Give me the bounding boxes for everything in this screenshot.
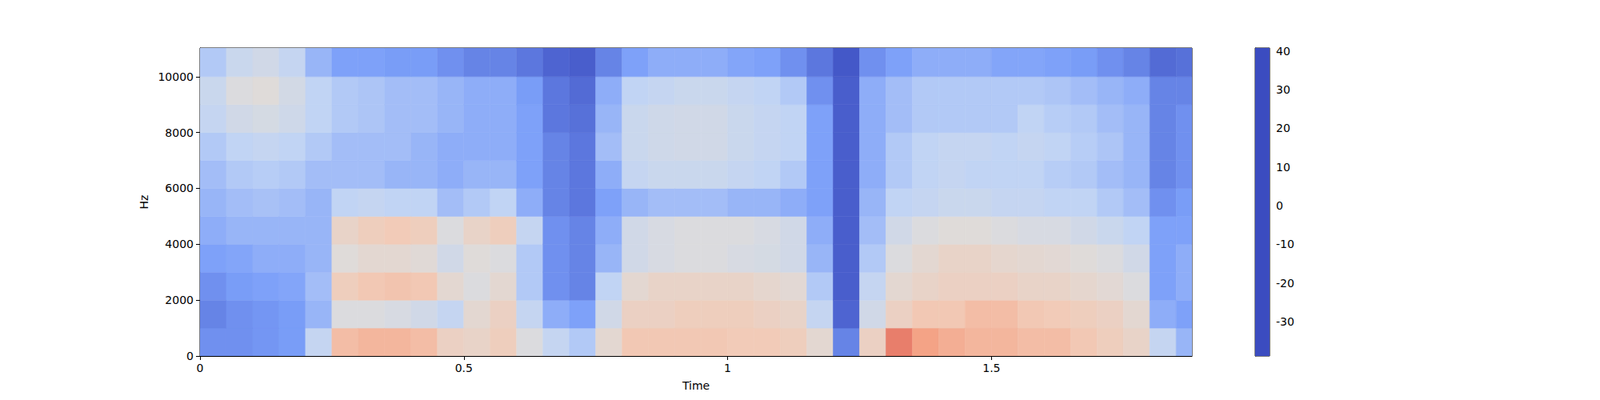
svg-text:-10: -10 — [1276, 237, 1295, 251]
svg-text:8000: 8000 — [164, 126, 194, 140]
svg-text:-20: -20 — [1276, 276, 1295, 290]
svg-text:20: 20 — [1276, 121, 1291, 135]
svg-text:1.5: 1.5 — [982, 361, 1000, 375]
svg-text:Hz: Hz — [137, 195, 151, 210]
svg-text:Time: Time — [681, 379, 710, 392]
svg-text:6000: 6000 — [164, 181, 194, 195]
svg-text:0.5: 0.5 — [455, 361, 473, 375]
svg-text:2000: 2000 — [164, 293, 194, 307]
svg-text:10: 10 — [1276, 160, 1291, 174]
svg-text:10000: 10000 — [157, 70, 194, 84]
svg-text:4000: 4000 — [164, 237, 194, 251]
svg-text:30: 30 — [1276, 83, 1291, 96]
svg-text:-30: -30 — [1276, 315, 1295, 328]
svg-text:0: 0 — [186, 349, 194, 363]
svg-text:40: 40 — [1276, 44, 1291, 58]
svg-text:0: 0 — [196, 361, 204, 375]
svg-text:1: 1 — [724, 361, 732, 375]
svg-text:0: 0 — [1276, 199, 1284, 212]
